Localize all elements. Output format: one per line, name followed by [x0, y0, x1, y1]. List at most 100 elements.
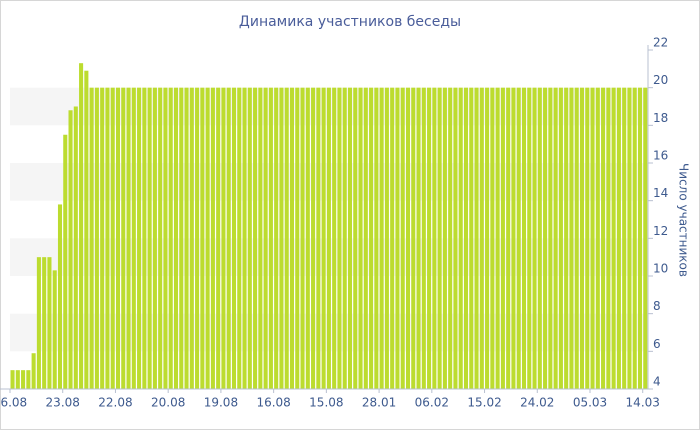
bar: [121, 87, 126, 390]
x-tick-label: 15.08: [309, 396, 343, 410]
bar: [242, 87, 247, 390]
bar: [247, 87, 252, 390]
x-tick-label: 05.03: [573, 396, 607, 410]
y-tick-label: 12: [653, 224, 668, 238]
bar: [205, 87, 210, 390]
bar: [469, 87, 474, 390]
bar: [163, 87, 168, 390]
bar: [485, 87, 490, 390]
bar: [553, 87, 558, 390]
x-tick-label: 06.02: [415, 396, 449, 410]
bar: [268, 87, 273, 390]
bar: [221, 87, 226, 390]
bar: [616, 87, 621, 390]
bar: [448, 87, 453, 390]
bar: [79, 63, 84, 389]
bar: [126, 87, 131, 390]
y-axis-label: Число участников: [677, 163, 691, 277]
bar: [516, 87, 521, 390]
x-tick-label: 26.08: [0, 396, 27, 410]
bar: [463, 87, 469, 390]
bar: [36, 257, 41, 389]
bar: [63, 134, 68, 389]
bar: [231, 87, 237, 390]
y-tick-label: 20: [653, 73, 668, 87]
bar: [26, 370, 31, 389]
bar: [537, 87, 542, 390]
bar: [548, 87, 553, 390]
bar: [100, 87, 105, 390]
bar: [637, 87, 643, 390]
bar: [216, 87, 221, 390]
bar: [379, 87, 384, 390]
bar: [31, 353, 36, 389]
bar: [627, 87, 632, 390]
x-tick-label: 15.02: [467, 396, 501, 410]
bar: [643, 87, 648, 390]
bar: [137, 87, 142, 390]
bar: [179, 87, 184, 390]
bar: [395, 87, 400, 390]
x-tick-label: 20.08: [151, 396, 185, 410]
bar: [68, 110, 73, 390]
bar: [384, 87, 389, 390]
bar: [332, 87, 337, 390]
x-tick-label: 28.01: [362, 396, 396, 410]
bar: [168, 87, 173, 390]
bar: [142, 87, 147, 390]
x-tick-label: 23.08: [46, 396, 80, 410]
bar: [210, 87, 215, 390]
bar: [564, 87, 569, 390]
y-tick-label: 16: [653, 149, 668, 163]
bar: [15, 370, 20, 389]
y-tick-label: 14: [653, 186, 668, 200]
bar: [495, 87, 500, 390]
bar: [152, 87, 157, 390]
y-tick-label: 18: [653, 111, 668, 125]
bar: [105, 87, 110, 390]
bar: [458, 87, 463, 390]
bar: [521, 87, 527, 390]
bar: [574, 87, 579, 390]
bar: [84, 70, 89, 389]
bar: [585, 87, 590, 390]
bar: [300, 87, 305, 390]
bar: [532, 87, 537, 390]
bar: [632, 87, 637, 390]
bar: [237, 87, 242, 390]
bar: [52, 270, 57, 389]
bar: [622, 87, 627, 390]
bar: [284, 87, 289, 390]
bar: [342, 87, 347, 390]
bar: [543, 87, 548, 390]
bar: [42, 257, 47, 389]
bar: [226, 87, 231, 390]
bar: [363, 87, 368, 390]
bar: [200, 87, 205, 390]
bar: [347, 87, 353, 390]
bar: [569, 87, 574, 390]
bar: [416, 87, 421, 390]
bar: [131, 87, 136, 390]
bar: [511, 87, 516, 390]
bar: [453, 87, 458, 390]
bar: [490, 87, 495, 390]
y-tick-label: 6: [653, 337, 661, 351]
bar: [337, 87, 342, 390]
bar: [479, 87, 484, 390]
x-tick-label: 22.08: [98, 396, 132, 410]
bar: [611, 87, 616, 390]
bar: [527, 87, 532, 390]
bar: [184, 87, 189, 390]
bar: [73, 106, 78, 389]
bar: [326, 87, 331, 390]
chart-title: Динамика участников беседы: [239, 14, 461, 30]
bar: [289, 87, 295, 390]
x-tick-label: 19.08: [204, 396, 238, 410]
bar: [421, 87, 426, 390]
bar: [57, 204, 63, 389]
bar: [358, 87, 363, 390]
bar: [173, 87, 179, 390]
bar: [274, 87, 279, 390]
